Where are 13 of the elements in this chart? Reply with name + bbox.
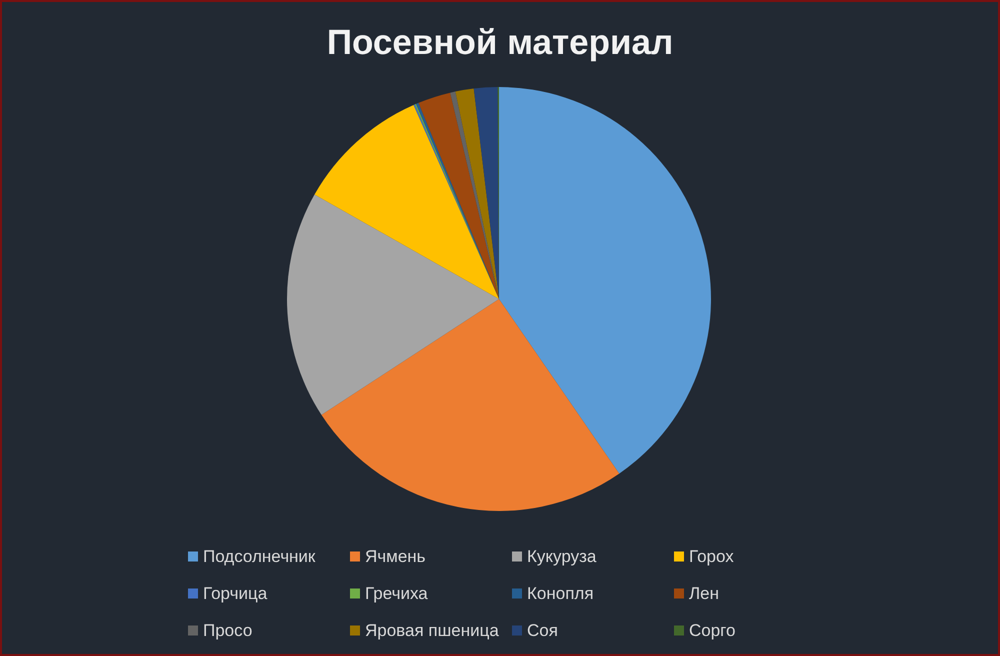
legend-label: Гречиха	[365, 584, 428, 603]
legend-label: Сорго	[689, 621, 736, 640]
chart-title: Посевной материал	[326, 23, 674, 62]
legend-label: Лен	[689, 584, 719, 603]
legend-label: Соя	[527, 621, 558, 640]
legend-label: Конопля	[527, 584, 594, 603]
legend-label: Кукуруза	[527, 547, 597, 566]
legend-label: Подсолнечник	[203, 547, 316, 566]
legend-label: Горох	[689, 547, 734, 566]
legend-label: Горчица	[203, 584, 268, 603]
legend-label: Яровая пшеница	[365, 621, 500, 640]
legend-label: Просо	[203, 621, 252, 640]
legend-label: Ячмень	[365, 547, 426, 566]
